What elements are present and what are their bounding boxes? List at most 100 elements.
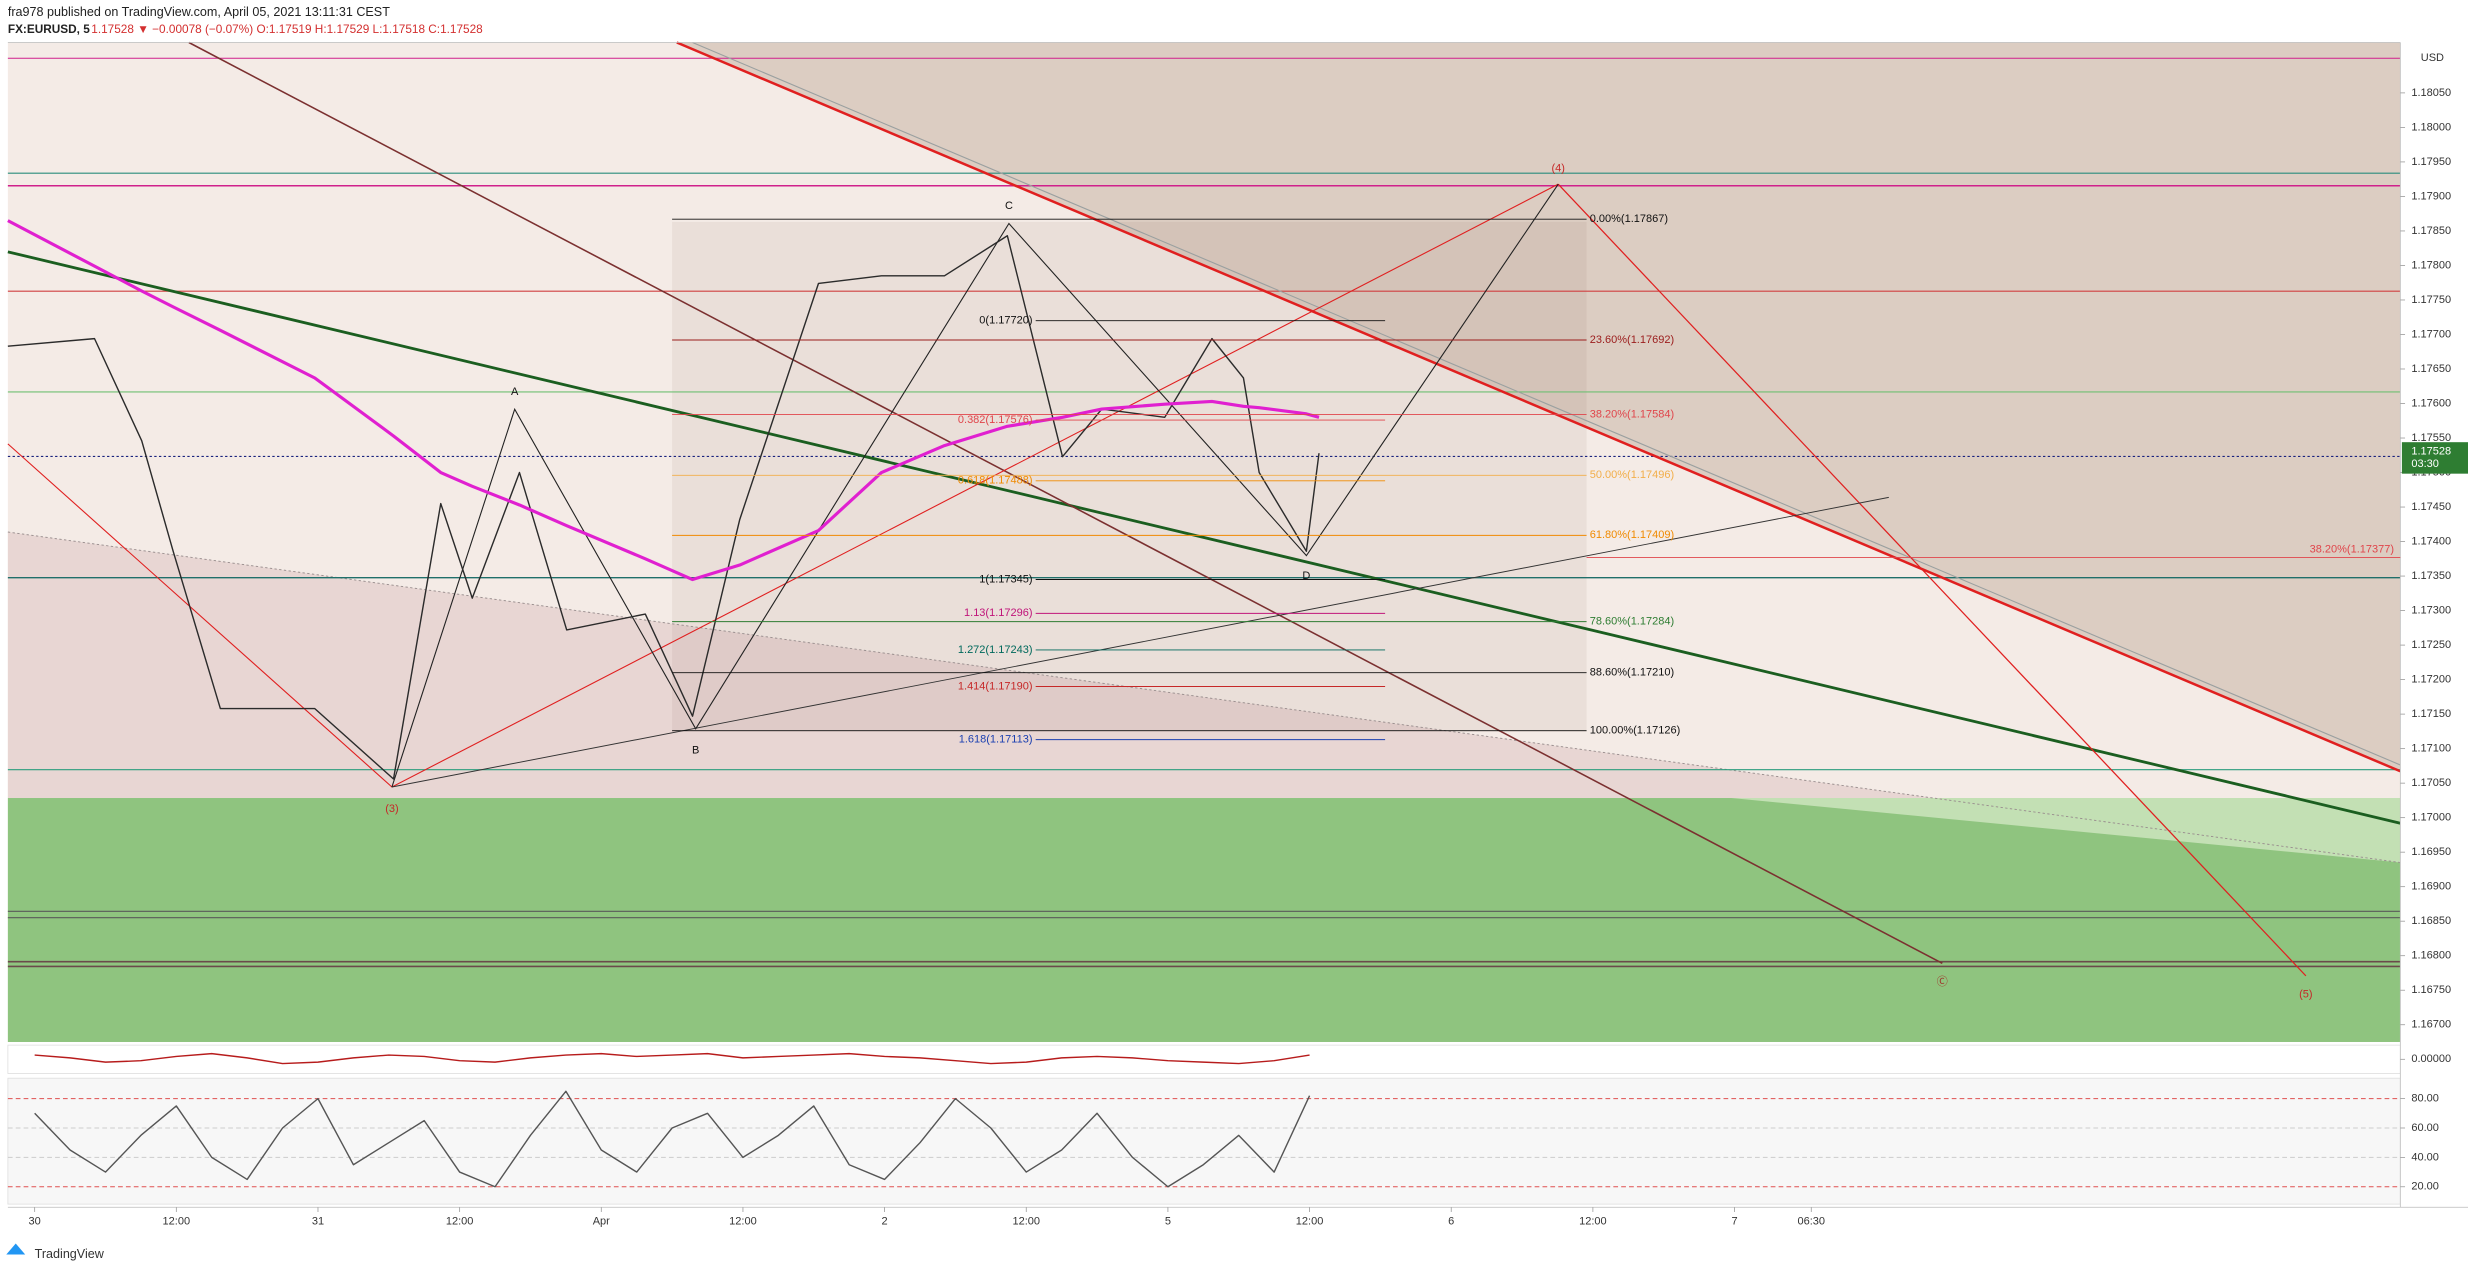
trend-line (7, 531, 2401, 864)
y-tick-label: 1.17750 (2411, 294, 2451, 306)
y-tick-label: 60.00 (2411, 1122, 2439, 1134)
x-tick-label: 06:30 (1798, 1215, 1826, 1227)
wave-label: A (511, 386, 519, 398)
wave-label: C (1005, 200, 1013, 212)
y-tick-label: 1.17900 (2411, 190, 2451, 202)
fib-label: 88.60%(1.17210) (1590, 667, 1674, 679)
wave-label: (3) (385, 803, 398, 815)
fib-ext-label: 1(1.17345) (979, 573, 1032, 585)
y-tick-label: 1.17800 (2411, 259, 2451, 271)
countdown-label: 03:30 (2411, 458, 2439, 470)
series-line (34, 1052, 1310, 1065)
x-tick-label: 6 (1448, 1215, 1454, 1227)
fib-label: 23.60%(1.17692) (1590, 334, 1674, 346)
fib-ext-label: 1.272(1.17243) (958, 644, 1033, 656)
rsi-pane (7, 1077, 2401, 1205)
header-quote: 1.17528 ▼ −0.00078 (−0.07%) O:1.17519 H:… (91, 22, 483, 36)
x-tick-label: 5 (1165, 1215, 1171, 1227)
x-tick-label: 31 (312, 1215, 324, 1227)
fib-label: 78.60%(1.17284) (1590, 616, 1674, 628)
demand-zone (7, 798, 2401, 1042)
wave-label: Ⓒ (1937, 975, 1948, 988)
y-tick-label: 1.17850 (2411, 225, 2451, 237)
x-tick-label: 12:00 (163, 1215, 191, 1227)
fib-ext-label: 1.618(1.17113) (959, 734, 1033, 746)
y-tick-label: 1.17400 (2411, 535, 2451, 547)
x-tick-label: 12:00 (1012, 1215, 1040, 1227)
y-tick-label: 1.17650 (2411, 363, 2451, 375)
fib-ext-label: 0.618(1.17488) (958, 475, 1033, 487)
currency-label: USD (2421, 52, 2444, 64)
wave-label: (5) (2299, 989, 2312, 1001)
price-axis (2400, 42, 2468, 1208)
y-tick-label: 1.17550 (2411, 432, 2451, 444)
wave-label: B (692, 745, 699, 757)
y-tick-label: 1.17050 (2411, 777, 2451, 789)
fib-box (672, 221, 1587, 732)
y-tick-label: 80.00 (2411, 1093, 2439, 1105)
x-tick-label: 12:00 (1296, 1215, 1324, 1227)
y-tick-label: 1.17150 (2411, 708, 2451, 720)
wave-label: D (1302, 570, 1310, 582)
channel-line (676, 41, 2401, 773)
channel-line (692, 42, 2401, 766)
y-tick-label: 1.16950 (2411, 846, 2451, 858)
header-symbol: FX:EURUSD, 5 (8, 22, 90, 36)
y-tick-label: 1.16750 (2411, 984, 2451, 996)
y-tick-label: 1.18050 (2411, 87, 2451, 99)
y-tick-label: 0.00000 (2411, 1053, 2451, 1065)
x-tick-label: 12:00 (446, 1215, 474, 1227)
x-tick-label: 12:00 (1579, 1215, 1607, 1227)
y-tick-label: 40.00 (2411, 1151, 2439, 1163)
harmonic-pattern (391, 183, 1559, 788)
y-tick-label: 1.16800 (2411, 950, 2451, 962)
fib-ext-label: 0(1.17720) (979, 315, 1032, 327)
logo-icon (6, 1243, 26, 1255)
projection-line (1557, 183, 2307, 977)
trend-line (7, 250, 2401, 825)
header-title: fra978 published on TradingView.com, Apr… (8, 5, 390, 19)
last-price-label: 1.17528 (2411, 446, 2451, 458)
last-price-tag (2401, 442, 2468, 474)
oscillator-pane (7, 1044, 2401, 1074)
wave-label: (4) (1552, 162, 1565, 174)
y-tick-label: 1.17100 (2411, 743, 2451, 755)
y-tick-label: 1.17350 (2411, 570, 2451, 582)
fib-label: 38.20%(1.17584) (1590, 408, 1674, 420)
fib-ext-label: 0.382(1.17576) (958, 414, 1033, 426)
y-tick-label: 1.16850 (2411, 915, 2451, 927)
footer-logo: TradingView (35, 1247, 105, 1261)
y-tick-label: 1.17250 (2411, 639, 2451, 651)
series-line (7, 219, 1320, 582)
y-tick-label: 1.17200 (2411, 674, 2451, 686)
y-tick-label: 1.16900 (2411, 881, 2451, 893)
x-tick-label: 12:00 (729, 1215, 757, 1227)
fib-label: 61.80%(1.17409) (1590, 529, 1674, 541)
y-tick-label: 1.17700 (2411, 328, 2451, 340)
fib-label: 38.20%(1.17377) (2310, 543, 2394, 555)
y-tick-label: 1.17450 (2411, 501, 2451, 513)
shaded-zone (7, 532, 2401, 863)
y-tick-label: 1.18000 (2411, 121, 2451, 133)
y-tick-label: 1.17000 (2411, 812, 2451, 824)
y-tick-label: 1.17950 (2411, 156, 2451, 168)
demand-zone-light (1731, 798, 2401, 863)
fib-label: 0.00%(1.17867) (1590, 213, 1668, 225)
x-tick-label: 30 (29, 1215, 41, 1227)
trend-line (391, 496, 1889, 788)
series-line (34, 1090, 1311, 1188)
y-tick-label: 1.17300 (2411, 604, 2451, 616)
x-tick-label: 2 (882, 1215, 888, 1227)
fib-label: 100.00%(1.17126) (1590, 725, 1681, 737)
series-line (7, 235, 1320, 780)
fib-ext-label: 1.414(1.17190) (958, 680, 1033, 692)
x-tick-label: Apr (593, 1215, 610, 1227)
y-tick-label: 20.00 (2411, 1181, 2439, 1193)
y-tick-label: 1.16700 (2411, 1019, 2451, 1031)
x-tick-label: 7 (1731, 1215, 1737, 1227)
trend-line (188, 41, 1943, 964)
y-tick-label: 1.17600 (2411, 397, 2451, 409)
fib-ext-label: 1.13(1.17296) (964, 607, 1033, 619)
fib-label: 50.00%(1.17496) (1590, 469, 1674, 481)
